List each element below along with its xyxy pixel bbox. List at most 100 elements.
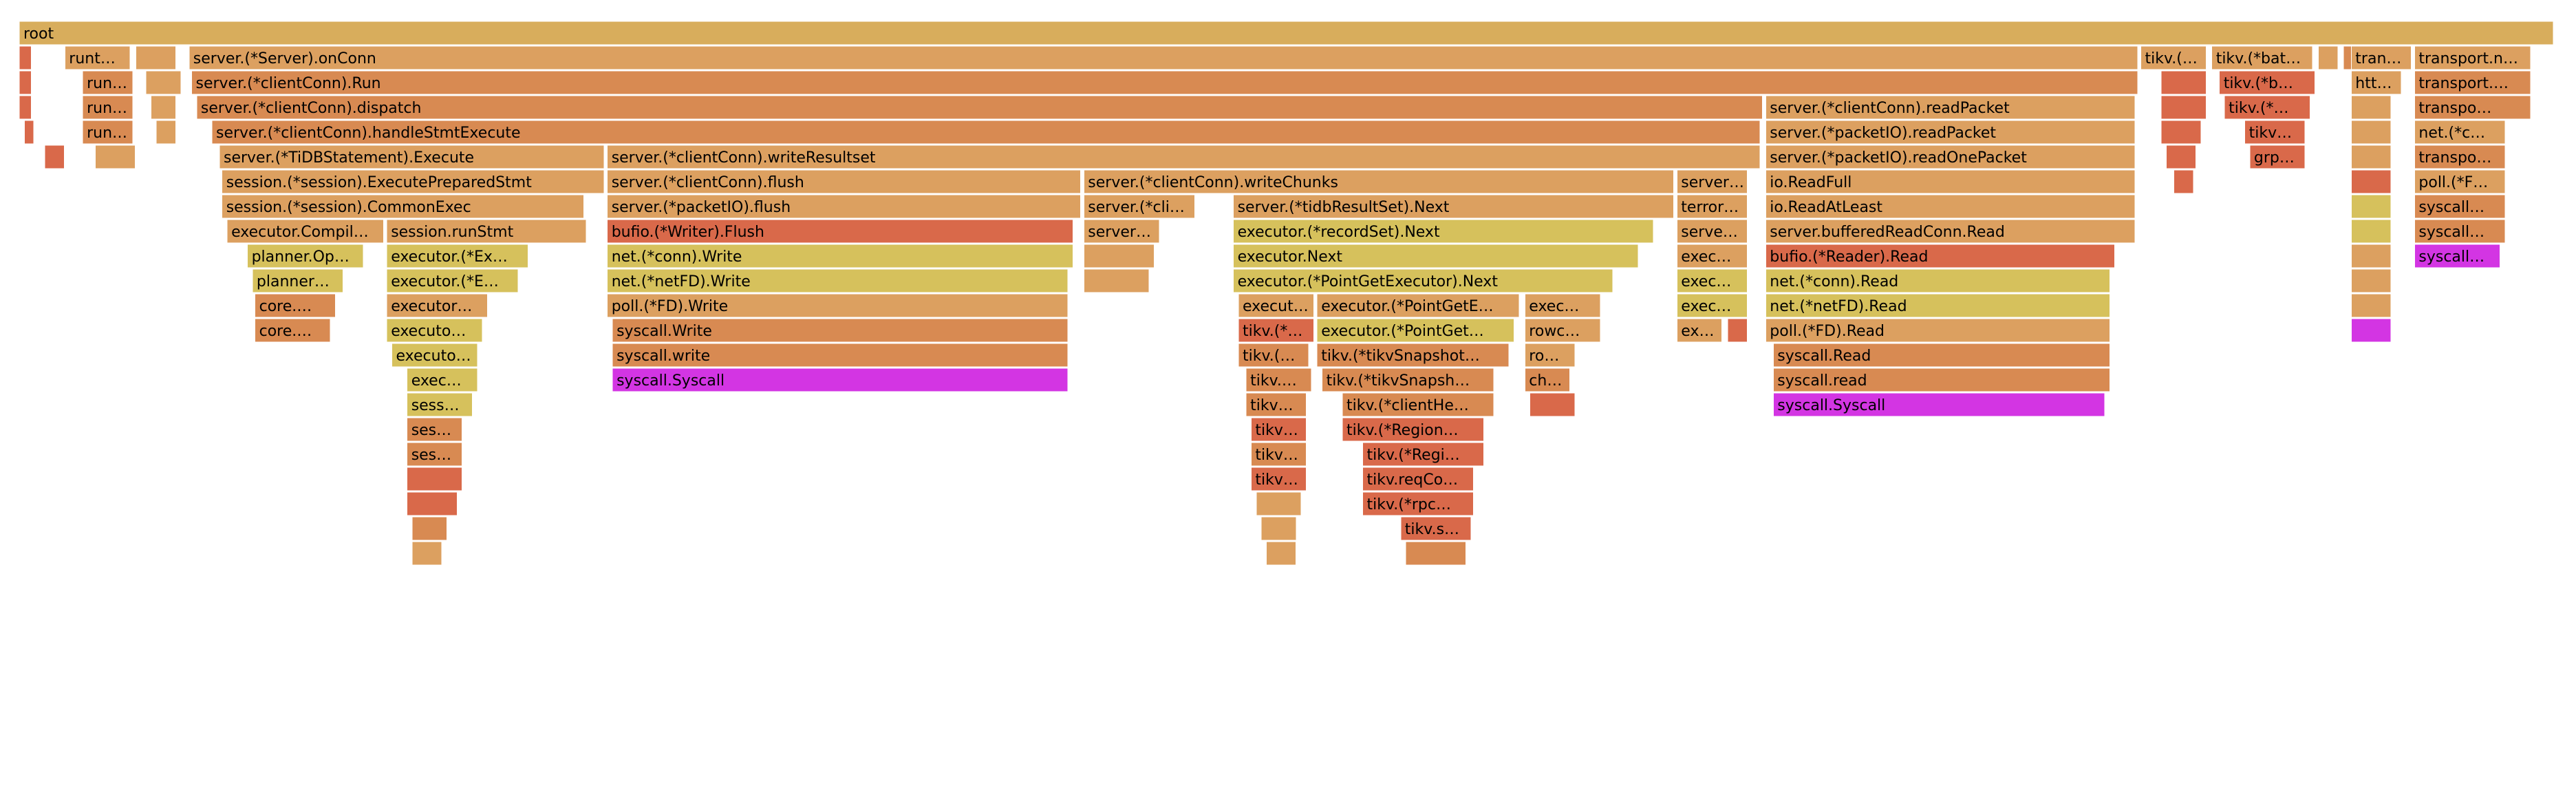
frame-rect[interactable] bbox=[2414, 95, 2531, 120]
frame[interactable]: io.ReadFull bbox=[1765, 169, 2136, 194]
frame-rect[interactable] bbox=[1676, 268, 1748, 293]
frame-rect[interactable] bbox=[226, 219, 384, 244]
frame-rect[interactable] bbox=[2350, 95, 2392, 120]
frame-rect[interactable] bbox=[2317, 45, 2339, 70]
frame[interactable]: session.(*session).CommonExec bbox=[222, 194, 584, 219]
frame-rect[interactable] bbox=[1238, 293, 1314, 318]
frame[interactable] bbox=[151, 95, 176, 120]
frame-rect[interactable] bbox=[1524, 343, 1576, 368]
frame[interactable] bbox=[19, 70, 32, 95]
frame-rect[interactable] bbox=[1260, 516, 1297, 541]
frame[interactable]: exec… bbox=[1524, 293, 1601, 318]
frame-rect[interactable] bbox=[2350, 194, 2392, 219]
frame-rect[interactable] bbox=[607, 194, 1082, 219]
frame[interactable]: tikv… bbox=[1245, 392, 1307, 417]
frame[interactable]: server.(*clientConn).readPacket bbox=[1765, 95, 2136, 120]
frame-rect[interactable] bbox=[607, 268, 1069, 293]
frame-rect[interactable] bbox=[82, 95, 133, 120]
frame[interactable] bbox=[2350, 293, 2392, 318]
frame[interactable]: transpo… bbox=[2414, 145, 2506, 169]
frame-rect[interactable] bbox=[1250, 442, 1307, 467]
frame-rect[interactable] bbox=[1676, 219, 1748, 244]
frame-rect[interactable] bbox=[407, 392, 473, 417]
frame[interactable]: rowc… bbox=[1524, 318, 1601, 343]
frame[interactable]: poll.(*FD).Write bbox=[607, 293, 1069, 318]
frame-rect[interactable] bbox=[1316, 343, 1510, 368]
frame-rect[interactable] bbox=[1530, 392, 1576, 417]
frame-rect[interactable] bbox=[222, 194, 584, 219]
frame-rect[interactable] bbox=[1765, 145, 2136, 169]
frame-rect[interactable] bbox=[2350, 70, 2402, 95]
frame[interactable] bbox=[2160, 120, 2202, 145]
frame[interactable]: executor.(*recordSet).Next bbox=[1233, 219, 1654, 244]
frame-rect[interactable] bbox=[2350, 244, 2392, 268]
frame-rect[interactable] bbox=[1342, 417, 1484, 442]
frame-rect[interactable] bbox=[95, 145, 136, 169]
frame[interactable] bbox=[2173, 169, 2194, 194]
frame-rect[interactable] bbox=[196, 95, 1763, 120]
frame-rect[interactable] bbox=[411, 516, 448, 541]
frame-rect[interactable] bbox=[1765, 120, 2136, 145]
frame-rect[interactable] bbox=[1342, 392, 1494, 417]
frame[interactable]: tikv.s… bbox=[1400, 516, 1472, 541]
frame[interactable]: server.(*Server).onConn bbox=[189, 45, 2138, 70]
frame[interactable]: run… bbox=[82, 95, 133, 120]
frame[interactable]: server.(*clientConn).writeChunks bbox=[1083, 169, 1675, 194]
frame[interactable]: tikv.(*Region… bbox=[1342, 417, 1484, 442]
frame-rect[interactable] bbox=[211, 120, 1761, 145]
frame[interactable] bbox=[2350, 219, 2392, 244]
frame[interactable]: transpo… bbox=[2414, 95, 2531, 120]
frame-rect[interactable] bbox=[2350, 45, 2412, 70]
frame-rect[interactable] bbox=[1676, 244, 1748, 268]
frame[interactable]: tikv.reqCo… bbox=[1362, 467, 1474, 491]
frame[interactable]: server.(*clientConn).dispatch bbox=[196, 95, 1763, 120]
frame-rect[interactable] bbox=[1250, 417, 1307, 442]
frame[interactable]: ro… bbox=[1524, 343, 1576, 368]
frame-rect[interactable] bbox=[19, 95, 32, 120]
frame[interactable] bbox=[2350, 244, 2392, 268]
frame[interactable]: grp… bbox=[2249, 145, 2306, 169]
frame[interactable] bbox=[407, 467, 463, 491]
frame-rect[interactable] bbox=[2350, 268, 2392, 293]
frame[interactable]: executor.(*Ex… bbox=[386, 244, 529, 268]
frame[interactable] bbox=[411, 516, 448, 541]
frame-rect[interactable] bbox=[1524, 318, 1601, 343]
frame-rect[interactable] bbox=[255, 293, 336, 318]
frame[interactable]: exec… bbox=[1676, 244, 1748, 268]
frame-rect[interactable] bbox=[2350, 120, 2392, 145]
frame-rect[interactable] bbox=[1676, 318, 1723, 343]
frame-rect[interactable] bbox=[1233, 194, 1675, 219]
frame[interactable]: tran… bbox=[2350, 45, 2412, 70]
frame-rect[interactable] bbox=[2211, 45, 2313, 70]
frame-rect[interactable] bbox=[1083, 244, 1155, 268]
frame[interactable]: planner… bbox=[252, 268, 343, 293]
frame[interactable]: run… bbox=[82, 120, 133, 145]
frame-rect[interactable] bbox=[1245, 392, 1307, 417]
frame[interactable]: tikv.(*rpc… bbox=[1362, 491, 1474, 516]
frame[interactable]: runt… bbox=[64, 45, 131, 70]
frame-rect[interactable] bbox=[1727, 318, 1748, 343]
frame-rect[interactable] bbox=[2414, 145, 2506, 169]
frame-rect[interactable] bbox=[386, 268, 519, 293]
frame-rect[interactable] bbox=[2350, 318, 2392, 343]
frame-rect[interactable] bbox=[1524, 293, 1601, 318]
frame-rect[interactable] bbox=[386, 293, 489, 318]
frame-rect[interactable] bbox=[2414, 45, 2531, 70]
frame[interactable] bbox=[1727, 318, 1748, 343]
frame-rect[interactable] bbox=[1772, 343, 2110, 368]
frame[interactable]: tikv.(*b… bbox=[2219, 70, 2316, 95]
frame-rect[interactable] bbox=[1676, 293, 1748, 318]
frame[interactable]: io.ReadAtLeast bbox=[1765, 194, 2136, 219]
frame-rect[interactable] bbox=[411, 541, 442, 566]
frame-rect[interactable] bbox=[607, 145, 1761, 169]
frame[interactable] bbox=[1256, 491, 1302, 516]
frame-rect[interactable] bbox=[2219, 70, 2316, 95]
frame[interactable]: transport.n… bbox=[2414, 45, 2531, 70]
frame-rect[interactable] bbox=[2414, 244, 2501, 268]
frame-rect[interactable] bbox=[2414, 194, 2506, 219]
frame-rect[interactable] bbox=[1765, 244, 2116, 268]
frame[interactable]: syscall.Write bbox=[612, 318, 1069, 343]
frame-rect[interactable] bbox=[1238, 343, 1309, 368]
frame-rect[interactable] bbox=[2160, 95, 2207, 120]
frame-rect[interactable] bbox=[1362, 467, 1474, 491]
